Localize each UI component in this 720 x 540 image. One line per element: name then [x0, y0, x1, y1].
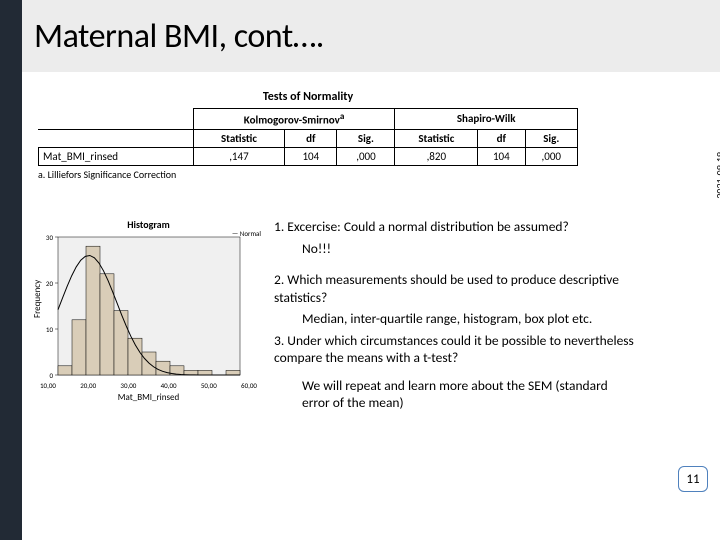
qa-block: 1. Excercise: Could a normal distributio…: [274, 218, 634, 416]
page-number: 11: [678, 466, 708, 492]
row-label: Mat_BMI_rinsed: [39, 147, 194, 165]
question-1: 1. Excercise: Could a normal distributio…: [274, 218, 634, 236]
normality-table: Kolmogorov-Smirnova Shapiro-Wilk Statist…: [38, 108, 578, 166]
histogram-legend: — Normal: [232, 230, 261, 238]
slide-title: Maternal BMI, cont….: [34, 16, 324, 57]
histogram-block: Histogram — Normal Frequency 0102030 10,…: [36, 218, 261, 413]
slide-header: Maternal BMI, cont….: [22, 0, 720, 72]
svg-text:10: 10: [46, 325, 54, 334]
col-sig1: Sig.: [337, 129, 395, 147]
histogram-xlabel: Mat_BMI_rinsed: [36, 392, 261, 403]
col-stat1: Statistic: [193, 129, 284, 147]
col-df1: df: [285, 129, 337, 147]
svg-text:0: 0: [49, 371, 53, 380]
question-2: 2. Which measurements should be used to …: [274, 271, 634, 306]
left-sidebar: [0, 0, 22, 540]
svg-text:30: 30: [46, 233, 54, 242]
col-stat2: Statistic: [395, 129, 478, 147]
col-sig2: Sig.: [525, 129, 577, 147]
answer-3: We will repeat and learn more about the …: [274, 377, 634, 412]
histogram-xticks: 10,0020,0030,0040,0050,0060,00: [36, 381, 261, 390]
histogram-title: Histogram: [36, 218, 261, 231]
date-label: 2021-09-19: [714, 152, 720, 199]
question-3: 3. Under which circumstances could it be…: [274, 332, 634, 367]
answer-2: Median, inter-quartile range, histogram,…: [274, 310, 634, 328]
table-row: Mat_BMI_rinsed ,147 104 ,000 ,820 104 ,0…: [39, 147, 578, 165]
table-footnote: a. Lilliefors Significance Correction: [38, 168, 578, 181]
col-df2: df: [478, 129, 525, 147]
table-title: Tests of Normality: [38, 90, 578, 104]
histogram-chart: 0 10 20 30: [36, 231, 246, 381]
answer-1: No!!!: [274, 240, 634, 258]
svg-text:20: 20: [46, 279, 54, 288]
normality-table-block: Tests of Normality Kolmogorov-Smirnova S…: [38, 90, 578, 181]
histogram-ylabel: Frequency: [32, 280, 43, 318]
